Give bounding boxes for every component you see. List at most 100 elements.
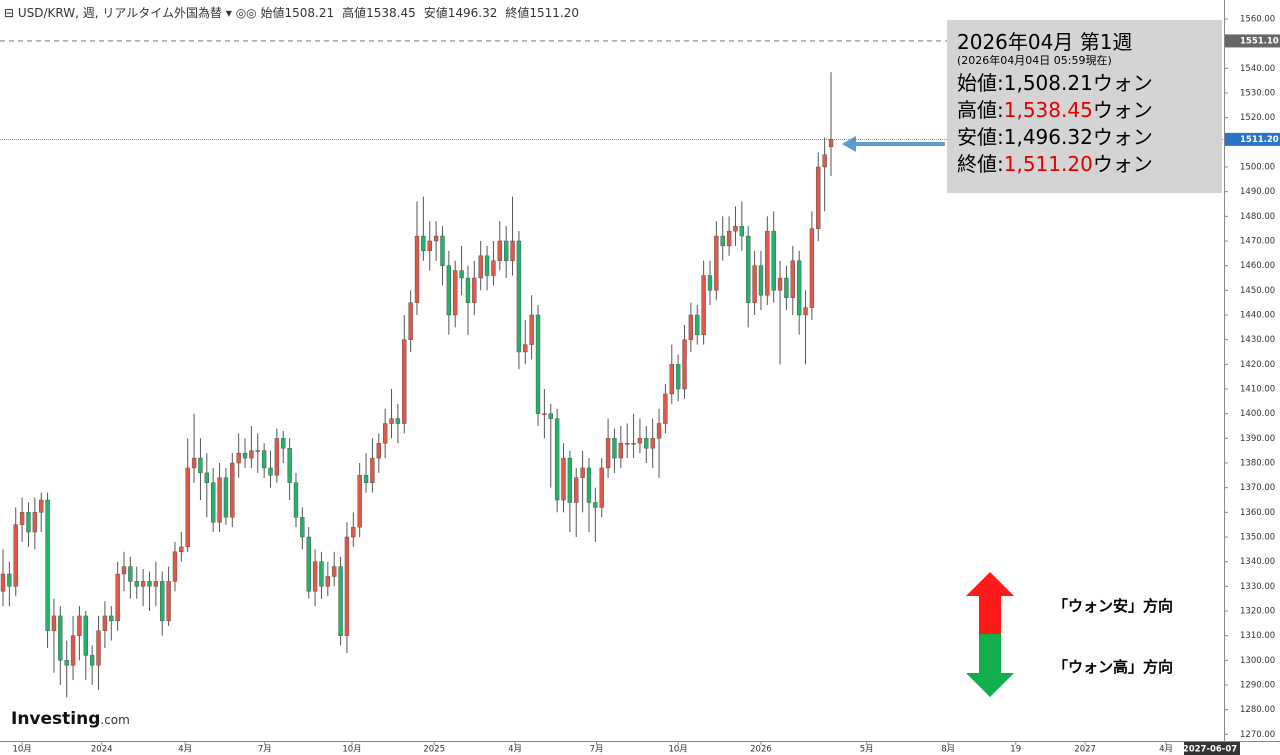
y-tick-label: 1290.00 [1240, 681, 1275, 691]
candle-body [26, 512, 31, 533]
candle-body [446, 265, 452, 316]
candle-body [217, 477, 222, 523]
candle-body [255, 450, 260, 452]
candle-body [491, 260, 496, 276]
candle-body [13, 524, 18, 587]
info-title: 2026年04月 第1週 [957, 30, 1133, 54]
candle-body [293, 482, 299, 518]
y-tick-label: 1360.00 [1240, 508, 1275, 518]
candle-body [89, 655, 95, 666]
x-tick-label: 4月 [508, 745, 522, 755]
candle-body [332, 566, 337, 577]
candle-body [803, 307, 808, 316]
info-time: (2026年04月04日 05:59現在) [957, 54, 1112, 67]
x-tick-label: 2026 [750, 745, 772, 755]
info-unit: ウォン [1092, 152, 1153, 176]
y-tick-label: 1450.00 [1240, 286, 1275, 296]
header-label: 安値 [423, 6, 448, 20]
candle-body [223, 477, 229, 518]
x-tick-label: 2025 [423, 745, 445, 755]
candle-body [771, 230, 776, 291]
candle-body [574, 477, 579, 503]
candle-body [695, 314, 700, 335]
candle-body [140, 581, 146, 587]
candle-body [338, 566, 343, 636]
y-tick-label: 1320.00 [1240, 607, 1275, 617]
y-tick-label: 1410.00 [1240, 385, 1275, 395]
candle-body [631, 443, 636, 445]
candle-body [535, 314, 541, 414]
candle-body [382, 423, 388, 444]
candle-body [198, 457, 203, 474]
candle-body [478, 255, 483, 279]
candle-body [421, 235, 426, 252]
candle-body [96, 630, 101, 666]
candle-body [580, 467, 585, 479]
candle-body [261, 450, 267, 469]
info-label: 高値: [957, 98, 1004, 122]
y-tick-label: 1520.00 [1240, 113, 1275, 123]
x-tick-label: 4月 [178, 745, 192, 755]
candle-body [484, 255, 490, 276]
candle-body [644, 438, 649, 449]
y-tick-label: 1330.00 [1240, 582, 1275, 592]
info-value: 1,508.21 [1003, 71, 1093, 95]
candle-body [414, 235, 420, 303]
candle-body [389, 418, 394, 424]
candle-body [402, 339, 407, 424]
candle-body [134, 581, 139, 587]
y-tick-label: 1340.00 [1240, 557, 1275, 567]
header: ⊟ USD/KRW, 週, リアルタイム外国為替 ▾ ◎◎ 始値1508.21 高… [4, 4, 587, 21]
info-row: 安値:1,496.32ウォン [957, 124, 1222, 151]
candle-body [433, 235, 439, 242]
reference-label: 1551.10 [1240, 36, 1279, 46]
candle-body [828, 139, 834, 147]
candle-body [650, 438, 655, 449]
candle-body [618, 443, 623, 459]
info-label: 安値: [957, 125, 1004, 149]
y-tick-label: 1490.00 [1240, 187, 1275, 197]
candle-body [357, 475, 362, 528]
candle-body [19, 512, 25, 525]
candle-body [39, 499, 44, 513]
candle-body [179, 546, 184, 553]
candle-body [300, 517, 305, 538]
legend-up: 「ウォン安」方向 [1053, 597, 1174, 615]
down-arrow [966, 634, 1014, 697]
candle-body [675, 364, 681, 390]
candle-body [701, 275, 706, 335]
x-tick-label: 5月 [860, 745, 874, 755]
x-tick-label: 2024 [91, 745, 113, 755]
y-tick-label: 1480.00 [1240, 212, 1275, 222]
info-unit: ウォン [1092, 71, 1153, 95]
candle-body [440, 235, 445, 266]
candle-body [586, 467, 592, 503]
y-tick-label: 1530.00 [1240, 88, 1275, 98]
candle-body [472, 277, 477, 303]
header-ohlc: 始値1508.21 高値1538.45 安値1496.32 終値1511.20 [260, 6, 587, 20]
candle-body [191, 457, 197, 469]
candle-body [688, 314, 694, 340]
candle-body [637, 438, 643, 444]
info-unit: ウォン [1092, 98, 1153, 122]
candle-body [746, 235, 751, 303]
candle-body [147, 581, 152, 587]
candle-body [714, 235, 719, 291]
candle-body [612, 438, 617, 459]
candle-body [325, 576, 331, 587]
candle-body [249, 450, 254, 459]
info-label: 始値: [957, 71, 1004, 95]
candle-body [707, 275, 713, 291]
x-tick-label: 10月 [12, 745, 31, 755]
info-value: 1,511.20 [1003, 152, 1093, 176]
candle-body [796, 260, 802, 316]
y-tick-label: 1280.00 [1240, 705, 1275, 715]
candle-body [185, 467, 190, 548]
x-tick-label: 7月 [258, 745, 272, 755]
candle-body [529, 314, 534, 345]
y-tick-label: 1460.00 [1240, 261, 1275, 271]
candle-body [319, 561, 324, 587]
candle-body [777, 277, 783, 291]
candle-body [102, 615, 108, 631]
candle-body [408, 302, 413, 340]
